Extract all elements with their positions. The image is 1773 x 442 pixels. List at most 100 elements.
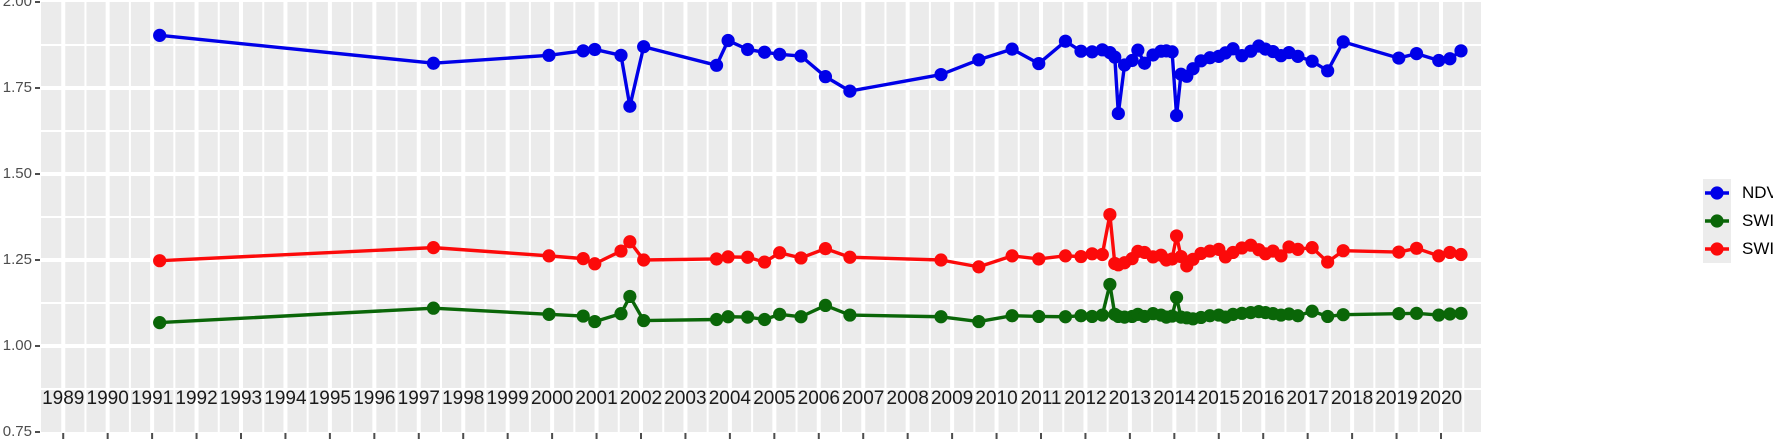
data-point [972, 53, 986, 67]
data-point [588, 257, 602, 271]
data-point [637, 253, 651, 267]
data-point [1392, 245, 1406, 259]
data-point [1321, 255, 1335, 269]
data-point [1454, 306, 1468, 320]
x-axis-tick-label: 2010 [975, 388, 1018, 409]
legend-item-swir2[interactable]: SWIR2 [1703, 207, 1773, 235]
x-axis-tick-label: 2013 [1108, 388, 1152, 409]
data-point [1085, 247, 1099, 261]
y-axis-tick-label: 1.25 [2, 251, 32, 268]
data-point [1032, 252, 1046, 266]
data-point [794, 310, 808, 324]
series-points-swir1 [153, 207, 1468, 274]
data-point [1095, 308, 1109, 322]
data-point [757, 255, 772, 269]
x-axis-tick-label: 1999 [486, 388, 529, 409]
data-point [1032, 56, 1046, 71]
data-point [1432, 308, 1446, 322]
x-axis-tick-label: 2011 [1020, 388, 1062, 409]
x-axis-tick-label: 2000 [530, 388, 574, 409]
data-point [1336, 35, 1350, 49]
data-point [1336, 244, 1350, 258]
data-point [1005, 309, 1019, 323]
data-point [623, 289, 637, 304]
data-point [623, 235, 637, 249]
data-point [426, 301, 441, 315]
y-axis-tick-label: 2.00 [2, 0, 32, 10]
legend-key-swatch [1703, 207, 1731, 235]
data-point [1443, 307, 1457, 321]
data-point [1454, 247, 1468, 262]
data-point [773, 307, 787, 321]
data-point [757, 45, 772, 59]
x-axis-tick-label: 1997 [397, 388, 440, 409]
data-point [1032, 309, 1046, 324]
y-axis-tick-label: 1.75 [2, 79, 32, 96]
data-point [1103, 277, 1117, 292]
series-points-swir2 [153, 277, 1468, 330]
data-point [1137, 56, 1152, 70]
data-point [757, 312, 772, 327]
data-point [741, 42, 755, 57]
data-point [576, 309, 590, 323]
data-point [794, 251, 808, 265]
series-points-ndvi [153, 28, 1468, 123]
x-axis-tick-label: 1989 [42, 388, 85, 409]
x-axis-tick-label: 2003 [664, 388, 707, 409]
x-axis-tick-label: 2018 [1330, 388, 1374, 409]
data-point [1392, 51, 1406, 65]
data-point [1305, 241, 1319, 255]
x-axis-tick-label: 2006 [797, 388, 840, 409]
data-point [1169, 108, 1184, 123]
data-point [843, 250, 857, 264]
data-point [1409, 306, 1424, 320]
legend-item-ndvi[interactable]: NDVI [1703, 179, 1773, 207]
data-point [709, 312, 724, 327]
x-axis-tick-label: 2004 [708, 388, 752, 409]
data-point [794, 49, 808, 63]
data-point [614, 244, 628, 258]
data-point [1432, 53, 1446, 68]
data-point [426, 241, 441, 255]
x-axis-tick-label: 2020 [1419, 388, 1463, 409]
data-point [1291, 242, 1305, 256]
y-axis-tick-label: 1.50 [2, 165, 32, 182]
data-point [614, 307, 628, 321]
data-point [1409, 47, 1424, 61]
data-point [1443, 52, 1457, 66]
data-point [153, 254, 167, 268]
data-point [614, 48, 628, 62]
data-point [623, 99, 637, 113]
legend-point-icon [1710, 242, 1724, 256]
data-point [1169, 229, 1184, 243]
x-axis-tick-label: 2019 [1375, 388, 1418, 409]
legend-item-swir1[interactable]: SWIR1 [1703, 235, 1773, 263]
data-point [1095, 247, 1109, 262]
data-point [1169, 290, 1184, 305]
data-point [637, 40, 651, 54]
data-point [709, 252, 724, 266]
data-point [741, 250, 755, 264]
data-point [934, 253, 948, 267]
data-point [1291, 309, 1305, 323]
legend-point-icon [1710, 214, 1724, 228]
data-point [1336, 308, 1350, 322]
data-point [1074, 249, 1088, 264]
data-point [542, 307, 556, 321]
x-axis-tick-label: 2009 [930, 388, 974, 409]
data-point [1291, 49, 1305, 63]
data-point [1321, 64, 1335, 78]
data-point [1305, 54, 1319, 68]
data-point [588, 42, 602, 57]
data-point [709, 58, 724, 72]
data-point [1432, 249, 1446, 263]
data-point [1108, 50, 1122, 64]
legend-item-label: SWIR1 [1742, 239, 1773, 258]
data-point [1131, 43, 1145, 57]
data-point [588, 314, 602, 329]
x-axis-tick-label: 1995 [308, 388, 352, 409]
data-point [818, 298, 833, 313]
data-point [1274, 249, 1288, 263]
data-point [934, 310, 948, 324]
